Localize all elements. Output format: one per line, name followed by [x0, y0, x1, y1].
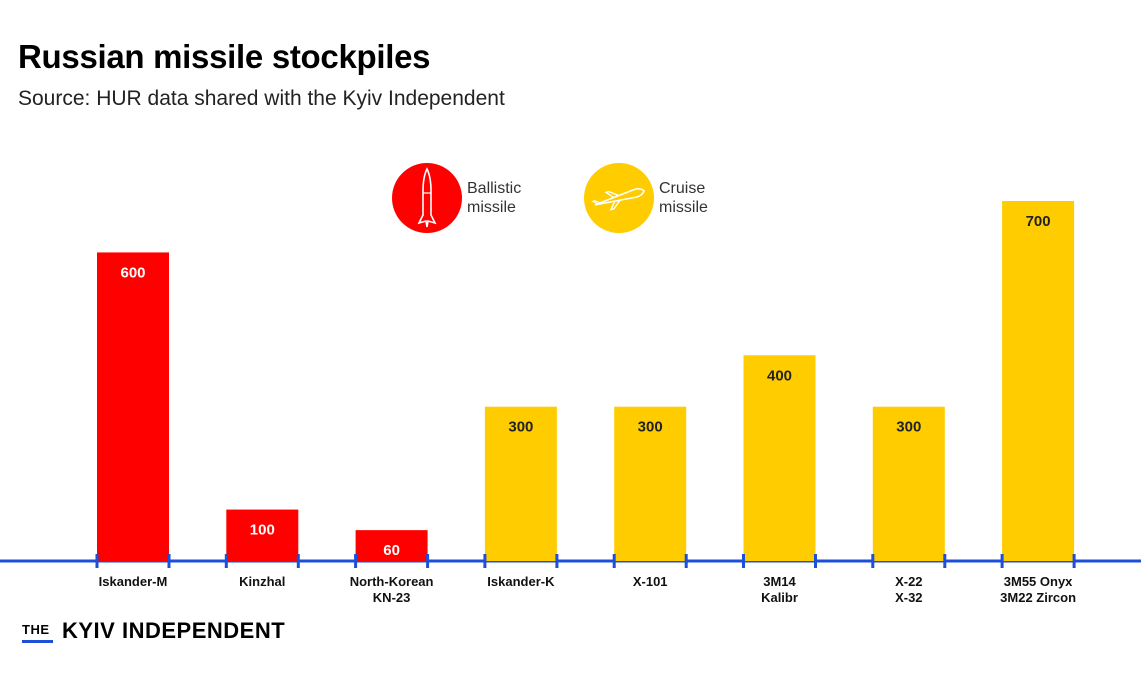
category-label: X-32: [895, 590, 922, 605]
bar-3m14-kalibr: [743, 355, 816, 561]
category-label: Kalibr: [761, 590, 798, 605]
chart-subtitle: Source: HUR data shared with the Kyiv In…: [18, 87, 505, 110]
category-label: X-22: [895, 574, 922, 589]
bar-x-101: [614, 406, 687, 561]
legend-label-ballistic: Ballistic missile: [467, 180, 522, 216]
bar-value-label: 600: [120, 264, 145, 281]
category-label: 3M22 Zircon: [1000, 590, 1076, 605]
bar-iskander-k: [484, 406, 557, 561]
category-label: Iskander-M: [99, 574, 168, 589]
bar-north-korean-kn-23: [355, 530, 428, 561]
ballistic-missile-icon: [392, 163, 462, 233]
cruise-missile-icon: [584, 163, 654, 233]
bar-value-label: 100: [250, 522, 275, 539]
category-label: North-Korean: [350, 574, 434, 589]
chart-title: Russian missile stockpiles: [18, 38, 431, 75]
legend-label-cruise: Cruise missile: [659, 180, 708, 216]
bar-value-label: 700: [1026, 213, 1051, 230]
bar-value-label: 300: [638, 419, 663, 436]
category-label: Iskander-K: [487, 574, 555, 589]
category-label: 3M14: [763, 574, 796, 589]
bar-x-22-x-32: [872, 406, 945, 561]
bar-value-label: 60: [383, 542, 400, 559]
brand-prefix: THE: [22, 622, 50, 637]
bar-value-label: 300: [508, 419, 533, 436]
category-label: KN-23: [373, 590, 411, 605]
bar-value-label: 400: [767, 367, 792, 384]
category-label: 3M55 Onyx: [1004, 574, 1073, 589]
category-label: Kinzhal: [239, 574, 285, 589]
brand-name: KYIV INDEPENDENT: [62, 618, 286, 643]
bar-iskander-m: [97, 252, 169, 561]
category-label: X-101: [633, 574, 668, 589]
bar-3m55-onyx-3m22-zircon: [1002, 201, 1075, 561]
bar-kinzhal: [226, 509, 299, 561]
brand-underline: [22, 640, 53, 643]
bar-value-label: 300: [896, 419, 921, 436]
